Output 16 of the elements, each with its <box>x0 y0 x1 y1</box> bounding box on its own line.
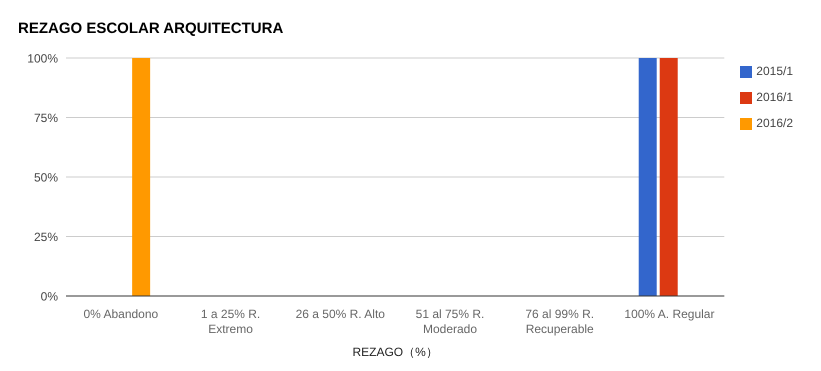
y-tick-label: 0% <box>40 289 58 304</box>
y-tick-label: 75% <box>34 110 58 125</box>
chart-title: REZAGO ESCOLAR ARQUITECTURA <box>17 19 284 39</box>
x-tick-label: 51 al 75% R. Moderado <box>416 307 484 336</box>
y-tick-label: 100% <box>27 51 58 66</box>
y-tick-label: 50% <box>34 170 58 184</box>
x-tick-label: 0% Abandono <box>83 307 159 321</box>
x-tick-label: 1 a 25% R. Extremo <box>200 307 260 336</box>
x-axis-title: REZAGO（%） <box>352 345 438 359</box>
legend-label: 2016/1 <box>756 90 793 104</box>
x-tick-label: 26 a 50% R. Alto <box>296 307 386 321</box>
x-tick-label: 100% A. Regular <box>624 307 714 321</box>
legend-label: 2015/1 <box>756 64 793 78</box>
x-tick-label: 76 al 99% R. Recuperable <box>525 307 594 336</box>
legend-label: 2016/2 <box>756 116 793 130</box>
y-tick-label: 25% <box>34 230 58 244</box>
